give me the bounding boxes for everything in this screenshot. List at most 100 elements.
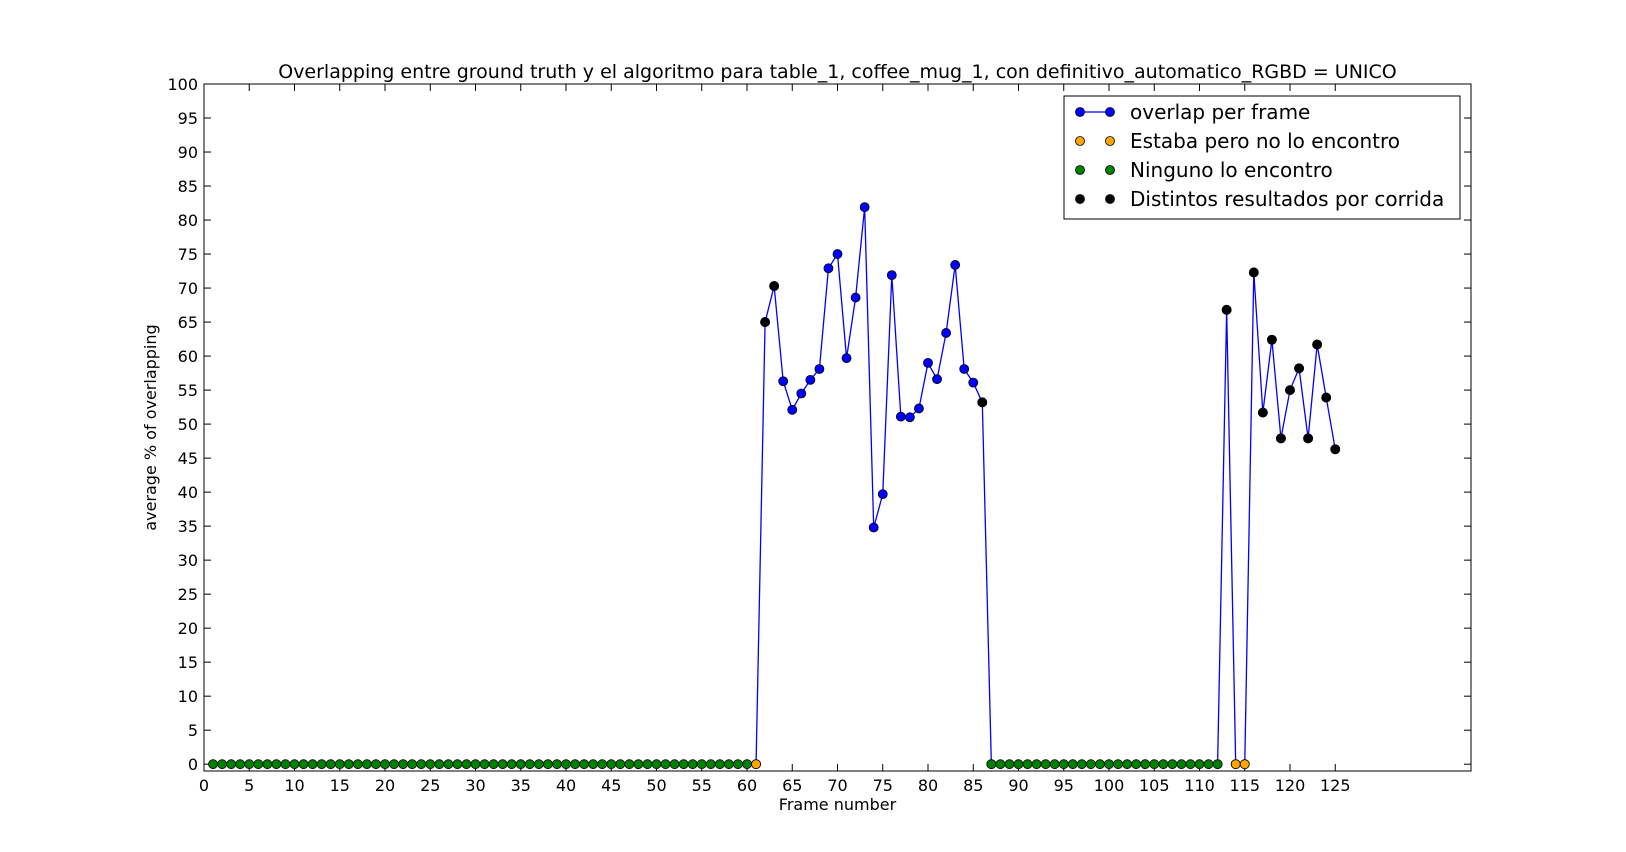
legend-marker <box>1075 194 1085 204</box>
data-point-none-found <box>1212 759 1223 770</box>
x-tick-label: 20 <box>375 776 395 795</box>
data-point-none-found <box>995 759 1006 770</box>
legend-marker <box>1075 107 1085 117</box>
data-point-none-found <box>1022 759 1033 770</box>
data-point-none-found <box>371 759 381 770</box>
data-point-none-found <box>497 759 508 770</box>
y-tick-label: 25 <box>178 585 198 604</box>
x-tick-label: 80 <box>918 776 938 795</box>
data-point-none-found <box>1031 759 1042 770</box>
data-point-none-found <box>1167 759 1178 770</box>
y-tick-label: 70 <box>178 279 198 298</box>
data-point-none-found <box>1140 759 1151 770</box>
data-point-overlap <box>932 374 942 385</box>
legend-marker <box>1105 107 1115 117</box>
data-point-none-found <box>298 759 309 770</box>
y-tick-label: 65 <box>178 313 198 332</box>
data-point-none-found <box>1095 759 1105 770</box>
data-point-none-found <box>533 759 544 770</box>
y-tick-label: 85 <box>178 177 198 196</box>
legend-label: Estaba pero no lo encontro <box>1130 129 1400 153</box>
y-tick-label: 30 <box>178 551 198 570</box>
y-axis-title: average % of overlapping <box>141 324 160 530</box>
x-tick-label: 10 <box>284 776 304 795</box>
x-tick-label: 55 <box>692 776 712 795</box>
data-point-overlap <box>778 376 789 387</box>
x-tick-label: 100 <box>1094 776 1125 795</box>
data-point-none-found <box>615 759 626 770</box>
legend-marker <box>1105 136 1115 146</box>
y-tick-label: 35 <box>178 517 198 536</box>
x-axis-title: Frame number <box>779 795 897 814</box>
data-point-none-found <box>226 759 237 770</box>
data-point-varied <box>1276 433 1286 444</box>
data-point-overlap <box>905 412 915 423</box>
data-point-overlap <box>941 328 951 338</box>
x-tick-label: 90 <box>1008 776 1028 795</box>
data-point-none-found <box>714 759 725 770</box>
data-point-not-found <box>751 759 761 770</box>
data-point-none-found <box>488 759 499 770</box>
data-point-none-found <box>1049 759 1060 770</box>
data-point-varied <box>1330 444 1341 455</box>
data-point-none-found <box>1076 759 1087 770</box>
data-point-none-found <box>316 759 327 770</box>
data-point-not-found <box>1230 759 1241 770</box>
data-point-none-found <box>524 759 535 770</box>
x-tick-label: 30 <box>465 776 485 795</box>
x-tick-label: 95 <box>1054 776 1074 795</box>
data-point-none-found <box>633 759 644 770</box>
data-point-none-found <box>235 759 246 770</box>
data-point-none-found <box>986 759 997 770</box>
data-point-none-found <box>742 759 752 770</box>
data-point-varied <box>1321 392 1332 403</box>
x-tick-label: 60 <box>737 776 757 795</box>
data-point-none-found <box>687 759 698 770</box>
data-point-none-found <box>696 759 707 770</box>
data-point-none-found <box>1158 759 1169 770</box>
data-point-none-found <box>280 759 291 770</box>
data-point-none-found <box>588 759 599 770</box>
y-tick-label: 95 <box>178 109 198 128</box>
data-point-none-found <box>1004 759 1015 770</box>
data-point-overlap <box>859 202 870 213</box>
x-tick-label: 15 <box>330 776 350 795</box>
data-point-overlap <box>796 388 807 399</box>
y-tick-label: 0 <box>188 755 198 774</box>
data-point-none-found <box>289 759 300 770</box>
data-point-none-found <box>244 759 255 770</box>
data-point-varied <box>1221 304 1232 315</box>
data-point-none-found <box>1185 759 1196 770</box>
data-point-overlap <box>832 249 843 259</box>
y-tick-label: 60 <box>178 347 198 366</box>
data-point-overlap <box>959 364 970 374</box>
data-point-not-found <box>1239 759 1250 770</box>
data-point-none-found <box>253 759 264 770</box>
data-point-overlap <box>895 411 906 422</box>
data-point-none-found <box>434 759 445 770</box>
data-point-none-found <box>1104 759 1114 770</box>
data-point-none-found <box>217 759 228 770</box>
data-point-none-found <box>334 759 345 770</box>
y-tick-label: 55 <box>178 381 198 400</box>
data-point-none-found <box>1113 759 1123 770</box>
data-point-none-found <box>669 759 680 770</box>
x-tick-label: 0 <box>199 776 209 795</box>
data-point-overlap <box>968 377 979 388</box>
data-point-none-found <box>325 759 336 770</box>
data-point-overlap <box>914 403 924 414</box>
data-point-overlap <box>787 404 798 415</box>
data-point-none-found <box>579 759 589 770</box>
data-point-none-found <box>1013 759 1024 770</box>
legend-label: overlap per frame <box>1130 100 1310 124</box>
data-point-varied <box>1285 385 1295 395</box>
data-point-none-found <box>1040 759 1051 770</box>
x-tick-label: 75 <box>873 776 893 795</box>
data-point-overlap <box>868 522 879 533</box>
legend-box <box>1063 95 1461 220</box>
data-point-none-found <box>470 759 481 770</box>
y-tick-label: 5 <box>188 721 198 740</box>
data-point-overlap <box>950 260 961 270</box>
x-tick-label: 70 <box>827 776 847 795</box>
